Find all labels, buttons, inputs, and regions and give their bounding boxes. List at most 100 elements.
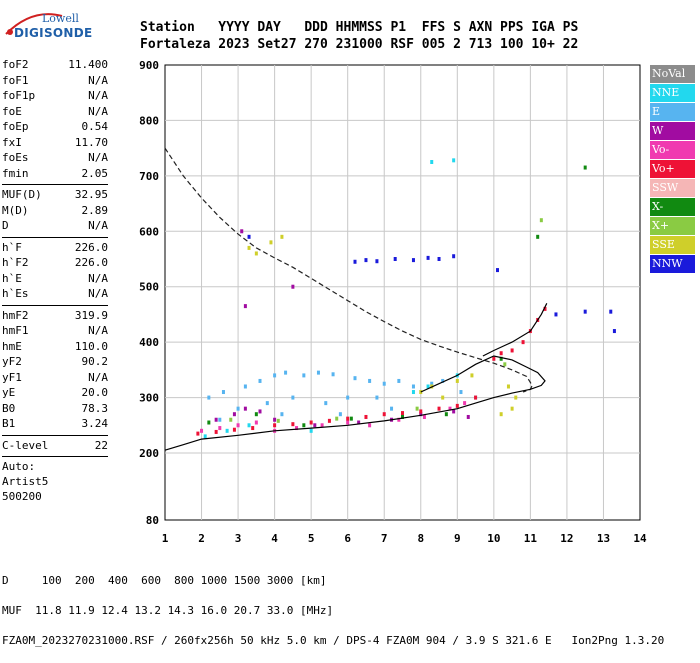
y-tick-label: 900 <box>139 59 159 72</box>
echo-point-w <box>243 304 247 309</box>
echo-point-nnw <box>612 329 616 334</box>
param-row-b0: B0 78.3 <box>2 402 108 418</box>
echo-point-w <box>452 409 456 414</box>
param-value: 78.3 <box>81 401 109 415</box>
param-value: 32.95 <box>74 188 108 201</box>
echo-point-e <box>346 395 350 400</box>
echo-point-x- <box>539 218 543 223</box>
echo-point-e <box>338 412 342 417</box>
echo-point-vo- <box>448 406 452 411</box>
echo-point-sse <box>506 384 510 389</box>
echo-point-w <box>357 420 361 425</box>
echo-point-x- <box>276 418 280 423</box>
param-name: foEp <box>2 120 29 133</box>
logo-graphic <box>5 13 63 35</box>
param-value: N/A <box>88 324 108 337</box>
param-name: fmin <box>2 166 29 180</box>
auto-scaling-text-2: 500200 <box>2 490 42 503</box>
echo-point-nne <box>426 384 430 389</box>
echo-point-x- <box>207 420 211 425</box>
echo-point-x- <box>401 414 404 419</box>
param-name: foF1p <box>2 89 36 102</box>
echo-point-e <box>291 395 295 400</box>
param-row-h-es: h`Es N/A <box>2 287 108 303</box>
echo-point-nnw <box>364 258 368 263</box>
legend-item-noval: NoVal <box>650 65 695 83</box>
param-separator <box>2 434 108 436</box>
echo-point-sse <box>247 245 251 250</box>
echo-point-vo- <box>200 428 204 433</box>
echo-point-x- <box>499 356 503 361</box>
param-name: hmF1 <box>2 324 29 337</box>
y-tick-label: 800 <box>139 114 159 127</box>
polarization-legend: NoVal NNE E W Vo- Vo+ SSW X- X+ SSE NNW <box>650 65 695 274</box>
x-tick-label: 13 <box>597 532 610 545</box>
param-row-foe: foE N/A <box>2 105 108 121</box>
param-value: 2.89 <box>81 203 109 217</box>
x-tick-label: 6 <box>344 532 351 545</box>
echo-point-vo- <box>309 420 313 425</box>
echo-point-sse <box>510 406 514 411</box>
param-row-fof2: foF2 11.400 <box>2 58 108 74</box>
echo-point-x- <box>229 417 233 422</box>
echo-point-nnw <box>437 257 441 261</box>
plot-frame <box>164 64 641 521</box>
param-row-fmin: fmin 2.05 <box>2 167 108 183</box>
echo-point-vo- <box>419 409 423 414</box>
echo-point-nnw <box>609 309 613 314</box>
param-row-foes: foEs N/A <box>2 151 108 167</box>
param-name: yF2 <box>2 355 22 368</box>
echo-point-vo- <box>346 416 350 421</box>
echo-point-nne <box>309 428 313 433</box>
legend-item-w: W <box>650 122 695 140</box>
echo-point-nnw <box>375 259 379 264</box>
param-name: M(D) <box>2 203 29 217</box>
param-separator <box>2 456 108 457</box>
footer: D 100 200 400 600 800 1000 1500 3000 [km… <box>2 558 664 663</box>
echo-point-x- <box>302 423 306 428</box>
legend-item-e: E <box>650 103 695 121</box>
legend-item-nne: NNE <box>650 84 695 102</box>
param-row-c-level: C-level 22 <box>2 439 108 455</box>
echo-point-e <box>258 378 262 383</box>
param-name: foEs <box>2 151 29 164</box>
echo-point-vo- <box>463 401 467 406</box>
footer-file-info: FZA0M_2023270231000.RSF / 260fx256h 50 k… <box>2 634 665 647</box>
param-row-muf-d: MUF(D) 32.95 <box>2 188 108 204</box>
y-tick-label: 500 <box>139 281 159 294</box>
electron-density-profile <box>164 147 533 393</box>
model-trace-o <box>164 355 546 451</box>
echo-point-x- <box>254 412 258 417</box>
auto-scaling-text-0: Auto: <box>2 460 36 473</box>
param-name: hmF2 <box>2 308 29 322</box>
param-value: 90.2 <box>81 355 109 368</box>
echo-point-nne <box>430 160 434 164</box>
param-value: 11.400 <box>68 58 108 71</box>
scaled-parameters-panel: foF2 11.400 foF1 N/A foF1p N/A foE N/A foEp 0.54 f… <box>2 58 108 505</box>
x-tick-label: 2 <box>198 532 205 545</box>
logo-lowell-text: Lowell <box>42 12 79 25</box>
echo-point-sse <box>455 378 459 383</box>
legend-item-vo-: Vo- <box>650 141 695 159</box>
echo-point-sse <box>470 373 474 378</box>
param-row-fof1: foF1 N/A <box>2 74 108 90</box>
param-row-ye: yE 20.0 <box>2 386 108 402</box>
x-tick-label: 8 <box>417 532 424 545</box>
echo-point-e <box>221 390 225 395</box>
digisonde-logo: Lowell DIGISONDE <box>2 6 127 46</box>
x-tick-label: 5 <box>308 532 315 545</box>
echo-point-vo- <box>218 426 222 431</box>
param-value: 2.05 <box>81 166 109 180</box>
param-name: yE <box>2 386 16 399</box>
echo-point-sse <box>441 395 445 400</box>
y-tick-label: 600 <box>139 225 159 238</box>
echo-point-nnw <box>393 257 397 261</box>
echo-point-vo- <box>251 426 255 431</box>
echo-point-x- <box>503 362 507 367</box>
echo-point-x- <box>415 406 419 411</box>
echo-point-e <box>375 395 379 400</box>
y-tick-label: 80 <box>146 514 159 527</box>
ionogram-plot: 1 2 3 4 5 6 7 8 9 10 11 12 13 14802003004005006007008… <box>139 59 647 545</box>
echo-point-e <box>280 412 284 417</box>
legend-item-nnw: NNW <box>650 255 695 273</box>
